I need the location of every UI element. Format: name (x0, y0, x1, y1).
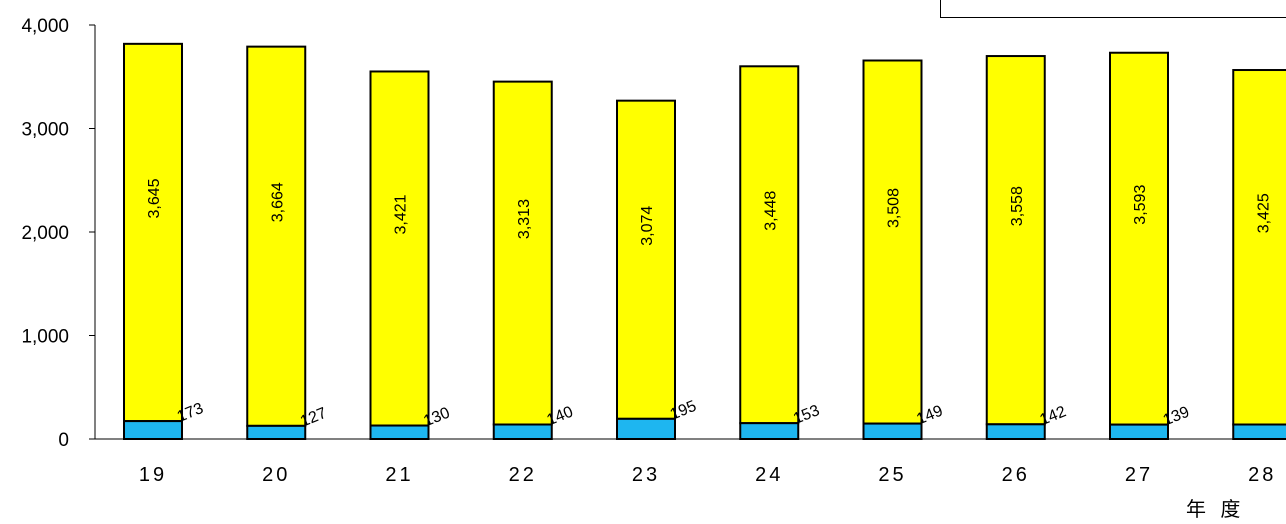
bar-segment-upper (862, 59, 923, 425)
bar-segment-upper (369, 70, 430, 427)
data-label-upper: 3,074 (639, 206, 656, 246)
bar-segment-upper (246, 45, 307, 427)
data-label-upper: 3,558 (1009, 186, 1026, 226)
bar-segment-upper (616, 99, 676, 420)
x-tick-label: 28 (1248, 464, 1276, 486)
x-tick-label: 20 (262, 464, 290, 486)
x-tick-label: 24 (755, 464, 783, 486)
data-label-upper: 3,448 (762, 191, 779, 231)
x-tick-label: 22 (509, 464, 537, 486)
bar-segment-lower (123, 420, 183, 441)
x-tick-label: 26 (1002, 464, 1030, 486)
y-tick-label: 3,000 (21, 120, 69, 141)
bar-segment-upper (123, 42, 183, 423)
data-label-upper: 3,508 (886, 188, 903, 228)
bar-segment-lower (492, 423, 553, 441)
bar-segment-lower (616, 417, 676, 441)
bar-segment-lower (369, 424, 430, 441)
bar-segment-upper (739, 65, 800, 425)
x-tick-label: 27 (1125, 464, 1153, 486)
bar-segment-upper (492, 80, 553, 426)
bar-segment-upper (1232, 69, 1286, 426)
x-tick-label: 23 (632, 464, 660, 486)
data-label-upper: 3,421 (393, 194, 410, 234)
bar-segment-lower (246, 424, 307, 440)
data-label-upper: 3,645 (146, 178, 163, 218)
x-axis-title: 年 度 (1186, 497, 1245, 521)
bar-segment-upper (985, 55, 1046, 426)
x-tick-label: 19 (139, 464, 167, 486)
bar-segment-lower (862, 422, 923, 440)
y-tick-label: 1,000 (21, 327, 69, 348)
x-tick-label: 21 (385, 464, 413, 486)
bar-segment-lower (739, 422, 800, 440)
data-label-upper: 3,664 (269, 182, 286, 222)
bar-segment-upper (1109, 51, 1169, 426)
y-tick-label: 0 (58, 430, 69, 451)
legend-box (940, 0, 1286, 18)
data-label-upper: 3,593 (1132, 185, 1149, 225)
data-label-upper: 3,425 (1255, 193, 1272, 233)
y-tick-label: 2,000 (21, 223, 69, 244)
data-label-lower: 140 (1284, 403, 1286, 429)
x-tick-label: 25 (878, 464, 906, 486)
bar-segment-lower (985, 423, 1046, 441)
bar-segment-lower (1109, 423, 1169, 440)
data-label-upper: 3,313 (516, 199, 533, 239)
bar-segment-lower (1232, 423, 1286, 441)
y-tick-label: 4,000 (21, 16, 69, 37)
